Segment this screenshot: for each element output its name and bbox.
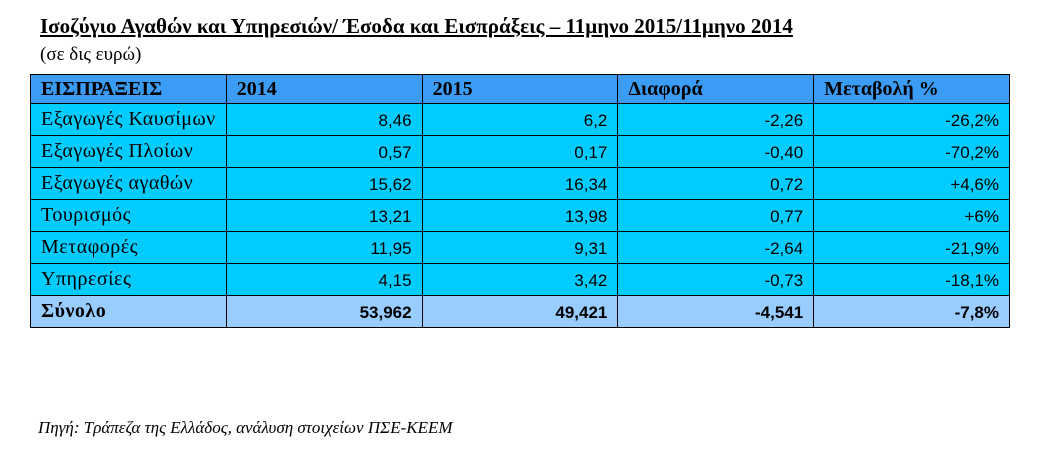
cell: -0,73	[617, 263, 815, 296]
cell: 3,42	[421, 263, 619, 296]
cell: -0,40	[617, 135, 815, 168]
table: ΕΙΣΠΡΑΞΕΙΣ 2014 2015 Διαφορά Μεταβολή % Εξαγ…	[30, 74, 1010, 328]
cell: 0,72	[617, 167, 815, 200]
cell: 4,15	[225, 263, 423, 296]
cell: 13,98	[421, 199, 619, 232]
cell: 11,95	[225, 231, 423, 264]
cell: -2,64	[617, 231, 815, 264]
header-row: ΕΙΣΠΡΑΞΕΙΣ 2014 2015 Διαφορά Μεταβολή %	[30, 74, 1010, 104]
title: Ισοζύγιο Αγαθών και Υπηρεσιών/ Έσοδα και…	[40, 14, 793, 38]
cell: +4,6%	[813, 167, 1010, 200]
cell: 0,57	[225, 135, 423, 168]
cell: -7,8%	[813, 295, 1010, 328]
cell: -18,1%	[813, 263, 1010, 296]
row-label: Υπηρεσίες	[30, 263, 227, 296]
cell: 6,2	[421, 103, 619, 136]
cell: -4,541	[617, 295, 815, 328]
table-body: Εξαγωγές Καυσίμων 8,46 6,2 -2,26 -26,2% Εξαγω…	[30, 103, 1010, 328]
column-header: ΕΙΣΠΡΑΞΕΙΣ	[30, 74, 227, 104]
table-row: Υπηρεσίες 4,15 3,42 -0,73 -18,1%	[30, 263, 1010, 296]
subtitle: (σε δις ευρώ)	[40, 44, 142, 65]
cell: 16,34	[421, 167, 619, 200]
row-label: Σύνολο	[30, 295, 227, 328]
row-label: Τουρισμός	[30, 199, 227, 232]
row-label: Εξαγωγές Πλοίων	[30, 135, 227, 168]
row-label: Εξαγωγές Καυσίμων	[30, 103, 227, 136]
cell: 8,46	[225, 103, 423, 136]
cell: +6%	[813, 199, 1010, 232]
source: Πηγή: Τράπεζα της Ελλάδος, ανάλυση στοιχ…	[38, 418, 453, 437]
cell: -26,2%	[813, 103, 1010, 136]
cell: 53,962	[225, 295, 423, 328]
cell: 0,77	[617, 199, 815, 232]
row-label: Εξαγωγές αγαθών	[30, 167, 227, 200]
column-header: 2015	[421, 74, 619, 104]
cell: -21,9%	[813, 231, 1010, 264]
column-header: Μεταβολή %	[813, 74, 1010, 104]
row-label: Μεταφορές	[30, 231, 227, 264]
cell: 9,31	[421, 231, 619, 264]
cell: 13,21	[225, 199, 423, 232]
cell: -70,2%	[813, 135, 1010, 168]
table-row: Εξαγωγές Καυσίμων 8,46 6,2 -2,26 -26,2%	[30, 103, 1010, 136]
table-row: Τουρισμός 13,21 13,98 0,77 +6%	[30, 199, 1010, 232]
column-header: Διαφορά	[617, 74, 815, 104]
table-row: Σύνολο 53,962 49,421 -4,541 -7,8%	[30, 295, 1010, 328]
table-row: Εξαγωγές Πλοίων 0,57 0,17 -0,40 -70,2%	[30, 135, 1010, 168]
cell: 0,17	[421, 135, 619, 168]
table-row: Μεταφορές 11,95 9,31 -2,64 -21,9%	[30, 231, 1010, 264]
cell: 15,62	[225, 167, 423, 200]
cell: -2,26	[617, 103, 815, 136]
column-header: 2014	[225, 74, 423, 104]
cell: 49,421	[421, 295, 619, 328]
table-row: Εξαγωγές αγαθών 15,62 16,34 0,72 +4,6%	[30, 167, 1010, 200]
